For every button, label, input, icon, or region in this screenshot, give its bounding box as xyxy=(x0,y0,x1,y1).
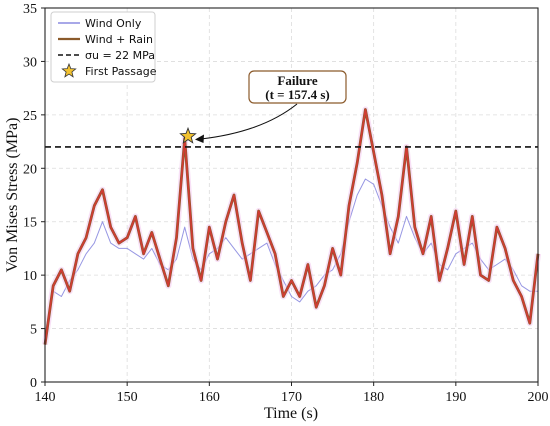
series-layer xyxy=(42,106,541,346)
annotation-box xyxy=(248,70,347,104)
y-tick-label: 30 xyxy=(23,55,37,70)
y-tick-label: 10 xyxy=(23,269,37,284)
y-tick-label: 5 xyxy=(30,323,37,338)
y-tick-label: 25 xyxy=(23,109,37,124)
annotation-arrowhead xyxy=(195,134,204,143)
y-tick-label: 35 xyxy=(23,2,37,17)
legend-star-icon xyxy=(61,62,77,78)
x-tick-label: 170 xyxy=(281,390,302,405)
x-axis-label: Time (s) xyxy=(264,405,318,422)
failure-annotation: Failure (t = 157.4 s) xyxy=(195,70,347,143)
x-tick-label: 200 xyxy=(528,390,549,405)
x-tick-label: 180 xyxy=(363,390,384,405)
y-tick-label: 15 xyxy=(23,216,37,231)
annotation-title: Failure xyxy=(277,73,317,88)
x-tick-label: 150 xyxy=(117,390,138,405)
legend-label-first-passage: First Passage xyxy=(85,65,157,78)
x-tick-label: 190 xyxy=(445,390,466,405)
legend-box xyxy=(50,11,156,83)
x-tick-label: 140 xyxy=(35,390,56,405)
x-tick-label: 160 xyxy=(199,390,220,405)
legend: Wind Only Wind + Rain σu = 22 MPa First … xyxy=(50,11,157,83)
y-axis-label: Von Mises Stress (MPa) xyxy=(4,118,21,273)
annotation-arrow xyxy=(200,103,298,140)
y-tick-label: 0 xyxy=(30,376,37,391)
legend-label-wind-only: Wind Only xyxy=(85,17,142,30)
first-passage-star-icon xyxy=(179,126,197,144)
y-tick-label: 20 xyxy=(23,162,37,177)
legend-label-threshold: σu = 22 MPa xyxy=(85,49,155,62)
series-line-wind-rain xyxy=(44,108,539,345)
marker-layer xyxy=(179,126,197,144)
annotation-subtitle: (t = 157.4 s) xyxy=(265,87,329,102)
series-line-wind-only xyxy=(44,178,538,334)
legend-label-wind-rain: Wind + Rain xyxy=(85,33,153,46)
ticks: 140 150 160 170 180 190 200 0 5 10 15 20 25 30 35 xyxy=(23,2,549,405)
